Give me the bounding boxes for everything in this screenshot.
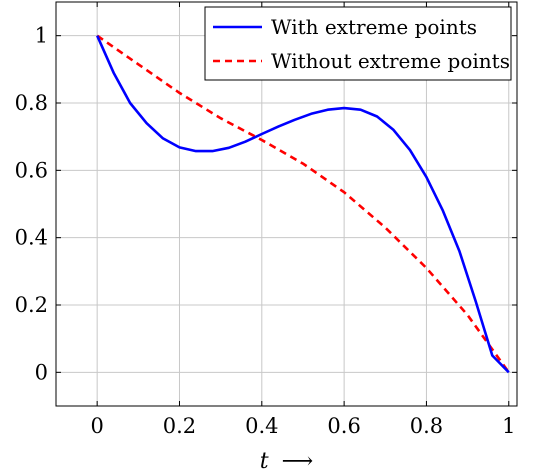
y-tick-label: 0.6: [15, 158, 48, 182]
tick-labels: 0 0.2 0.4 0.6 0.8 1 0 0.2 0.4 0.6 0.8 1: [15, 24, 516, 438]
y-tick-label: 0: [35, 360, 48, 384]
x-tick-label: 0.2: [163, 414, 196, 438]
series-line-1: [96, 35, 510, 374]
tick-marks: [56, 2, 517, 406]
x-tick-label: 0.4: [245, 414, 278, 438]
legend-box: [204, 6, 512, 81]
x-tick-label: 1: [502, 414, 515, 438]
y-tick-label: 0.4: [15, 226, 48, 250]
x-axis-label: t ⟶: [260, 449, 313, 474]
y-tick-label: 0.2: [15, 293, 48, 317]
legend-label-2: Without extreme points: [271, 49, 510, 73]
legend: With extreme points Without extreme point…: [204, 6, 512, 81]
x-tick-label: 0: [90, 414, 103, 438]
x-tick-label: 0.6: [327, 414, 360, 438]
x-axis-variable: t: [260, 449, 269, 474]
series-layer: [96, 34, 510, 374]
legend-label-1: With extreme points: [271, 15, 477, 39]
y-tick-label: 1: [35, 24, 48, 48]
y-tick-label: 0.8: [15, 91, 48, 115]
x-axis-arrow: ⟶: [282, 449, 314, 474]
series-line-2: [96, 34, 510, 374]
x-tick-label: 0.8: [410, 414, 443, 438]
plot-frame: [55, 1, 518, 407]
